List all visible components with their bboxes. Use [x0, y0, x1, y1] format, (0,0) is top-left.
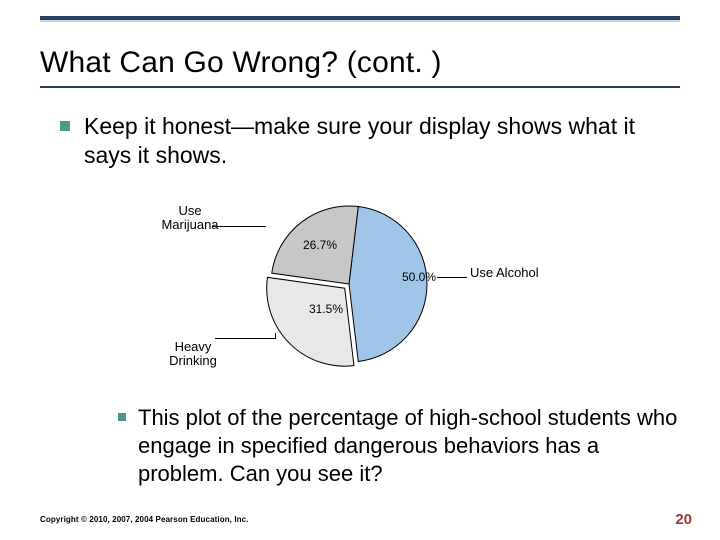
leader-marijuana [213, 226, 266, 227]
label-marijuana: Use Marijuana [155, 204, 225, 233]
title-underline [40, 86, 680, 88]
copyright-text: Copyright © 2010, 2007, 2004 Pearson Edu… [40, 515, 249, 524]
label-heavy: Heavy Drinking [163, 340, 223, 369]
accent-bar [40, 16, 680, 22]
accent-bar-light [40, 20, 680, 22]
title-block: What Can Go Wrong? (cont. ) [40, 46, 680, 88]
bullet-2: This plot of the percentage of high-scho… [118, 404, 680, 488]
page-number: 20 [675, 511, 692, 528]
square-bullet-icon [60, 121, 70, 131]
bullet-2-text: This plot of the percentage of high-scho… [138, 404, 680, 488]
leader-heavy-v [275, 333, 276, 339]
leader-alcohol [437, 277, 467, 278]
pie-svg [265, 200, 433, 368]
pie-svg-box [265, 200, 433, 368]
main-content: Keep it honest—make sure your display sh… [60, 112, 680, 170]
square-bullet-icon [118, 413, 126, 421]
page-title: What Can Go Wrong? (cont. ) [40, 46, 680, 80]
pct-alcohol: 50.0% [402, 270, 436, 284]
sub-content: This plot of the percentage of high-scho… [60, 390, 680, 488]
pct-marijuana: 26.7% [303, 238, 337, 252]
pct-heavy: 31.5% [309, 302, 343, 316]
pie-chart: Use Marijuana Heavy Drinking Use Alcohol… [155, 190, 555, 375]
bullet-1-text: Keep it honest—make sure your display sh… [84, 112, 680, 170]
label-alcohol: Use Alcohol [470, 266, 540, 280]
leader-heavy-h [215, 338, 275, 339]
bullet-1: Keep it honest—make sure your display sh… [60, 112, 680, 170]
